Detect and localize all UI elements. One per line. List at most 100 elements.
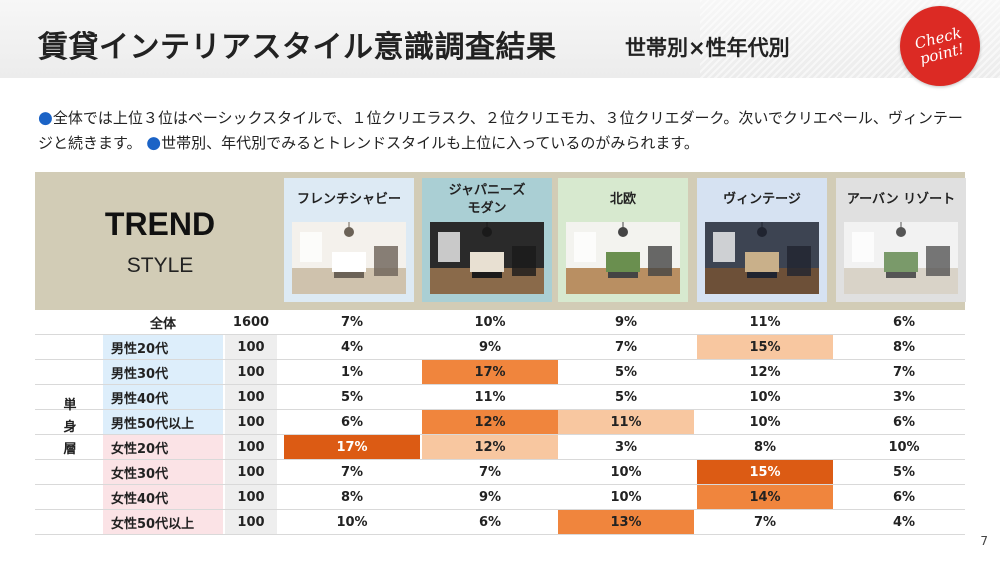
table-row: 男性30代 100 1% 17% 5% 12% 7% bbox=[35, 360, 965, 385]
intro-paragraph: ●全体では上位３位はベーシックスタイルで、１位クリエラスク、２位クリエモカ、３位… bbox=[38, 106, 968, 156]
row-label: 女性30代 bbox=[103, 460, 223, 484]
percent-cell: 12% bbox=[422, 410, 558, 434]
sample-size: 100 bbox=[225, 385, 277, 409]
percent-cell: 4% bbox=[892, 514, 916, 530]
percent-cell: 7% bbox=[340, 314, 364, 330]
percent-cell: 5% bbox=[340, 389, 364, 405]
percent-cell: 6% bbox=[892, 414, 916, 430]
percent-cell: 8% bbox=[892, 339, 916, 355]
table-row: 女性50代以上 100 10% 6% 13% 7% 4% bbox=[35, 510, 965, 535]
table-row: 男性40代 100 5% 11% 5% 10% 3% bbox=[35, 385, 965, 410]
percent-cell: 8% bbox=[753, 439, 777, 455]
check-point-badge: Check point! bbox=[900, 6, 980, 86]
page-subtitle: 世帯別×性年代別 bbox=[625, 36, 790, 60]
percent-cell: 13% bbox=[558, 510, 694, 534]
single-household-label: 単身層 bbox=[63, 398, 77, 457]
percent-cell: 7% bbox=[340, 464, 364, 480]
percent-cell: 5% bbox=[614, 389, 638, 405]
percent-cell: 9% bbox=[478, 339, 502, 355]
percent-cell: 15% bbox=[697, 460, 833, 484]
style-column-header-1: フレンチシャビー bbox=[284, 178, 414, 302]
style-name: アーバン リゾート bbox=[846, 192, 956, 207]
percent-cell: 11% bbox=[558, 410, 694, 434]
sample-size: 1600 bbox=[232, 314, 270, 330]
row-label: 男性40代 bbox=[103, 385, 223, 409]
sample-size: 100 bbox=[225, 485, 277, 509]
percent-cell: 10% bbox=[610, 464, 642, 480]
percent-cell: 17% bbox=[284, 435, 420, 459]
page-title: 賃貸インテリアスタイル意識調査結果 bbox=[38, 30, 557, 65]
percent-cell: 6% bbox=[340, 414, 364, 430]
percent-cell: 4% bbox=[340, 339, 364, 355]
percent-cell: 11% bbox=[749, 314, 781, 330]
room-photo bbox=[844, 222, 958, 294]
intro-text-1: 全体では上位３位はベーシックスタイルで、１位クリエラスク、２位クリエモカ、３位ク… bbox=[38, 109, 963, 152]
style-column-header-3: 北欧 bbox=[558, 178, 688, 302]
percent-cell: 5% bbox=[614, 364, 638, 380]
percent-cell: 7% bbox=[614, 339, 638, 355]
percent-cell: 6% bbox=[892, 314, 916, 330]
percent-cell: 9% bbox=[478, 489, 502, 505]
intro-text-2: 世帯別、年代別でみるとトレンドスタイルも上位に入っているのがみられます。 bbox=[161, 134, 699, 152]
style-name: ヴィンテージ bbox=[723, 192, 801, 207]
percent-cell: 3% bbox=[892, 389, 916, 405]
sample-size: 100 bbox=[225, 335, 277, 359]
style-column-header-4: ヴィンテージ bbox=[697, 178, 827, 302]
row-label: 男性30代 bbox=[103, 360, 223, 384]
percent-cell: 12% bbox=[422, 435, 558, 459]
page-number: 7 bbox=[980, 534, 988, 548]
bullet-dot-icon: ● bbox=[146, 133, 162, 153]
sample-size: 100 bbox=[225, 460, 277, 484]
row-label: 全体 bbox=[149, 316, 176, 332]
row-label: 男性20代 bbox=[103, 335, 223, 359]
style-name: フレンチシャビー bbox=[296, 192, 401, 207]
percent-cell: 8% bbox=[340, 489, 364, 505]
style-label: STYLE bbox=[126, 254, 194, 277]
table-row-total: 全体 1600 7% 10% 9% 11% 6% bbox=[35, 310, 965, 335]
room-photo bbox=[430, 222, 544, 294]
percent-cell: 6% bbox=[892, 489, 916, 505]
percent-cell: 10% bbox=[749, 414, 781, 430]
bullet-dot-icon: ● bbox=[38, 108, 53, 128]
sample-size: 100 bbox=[225, 435, 277, 459]
percent-cell: 10% bbox=[749, 389, 781, 405]
percent-cell: 7% bbox=[478, 464, 502, 480]
percent-cell: 15% bbox=[697, 335, 833, 359]
percent-cell: 12% bbox=[749, 364, 781, 380]
percent-cell: 7% bbox=[753, 514, 777, 530]
percent-cell: 11% bbox=[474, 389, 506, 405]
percent-cell: 5% bbox=[892, 464, 916, 480]
percent-cell: 10% bbox=[336, 514, 368, 530]
style-column-header-5: アーバン リゾート bbox=[836, 178, 966, 302]
percent-cell: 9% bbox=[614, 314, 638, 330]
row-label: 女性50代以上 bbox=[103, 510, 223, 534]
sample-size: 100 bbox=[225, 360, 277, 384]
table-row: 女性20代 100 17% 12% 3% 8% 10% bbox=[35, 435, 965, 460]
percent-cell: 14% bbox=[697, 485, 833, 509]
room-photo bbox=[292, 222, 406, 294]
percent-cell: 7% bbox=[892, 364, 916, 380]
percent-cell: 17% bbox=[422, 360, 558, 384]
style-column-header-2: ジャパニーズ モダン bbox=[422, 178, 552, 302]
sample-size: 100 bbox=[225, 410, 277, 434]
percent-cell: 6% bbox=[478, 514, 502, 530]
percent-cell: 10% bbox=[888, 439, 920, 455]
table-row: 男性50代以上 100 6% 12% 11% 10% 6% bbox=[35, 410, 965, 435]
percent-cell: 1% bbox=[340, 364, 364, 380]
row-label: 女性20代 bbox=[103, 435, 223, 459]
table-row: 女性40代 100 8% 9% 10% 14% 6% bbox=[35, 485, 965, 510]
percent-cell: 10% bbox=[474, 314, 506, 330]
style-name: 北欧 bbox=[609, 192, 636, 207]
table-row: 女性30代 100 7% 7% 10% 15% 5% bbox=[35, 460, 965, 485]
check-point-text: Check point! bbox=[912, 23, 967, 68]
style-name: ジャパニーズ モダン bbox=[448, 183, 526, 216]
sample-size: 100 bbox=[225, 510, 277, 534]
table-row: 男性20代 100 4% 9% 7% 15% 8% bbox=[35, 335, 965, 360]
row-label: 女性40代 bbox=[103, 485, 223, 509]
room-photo bbox=[566, 222, 680, 294]
trend-label: TREND bbox=[104, 206, 216, 242]
percent-cell: 3% bbox=[614, 439, 638, 455]
row-label: 男性50代以上 bbox=[103, 410, 223, 434]
room-photo bbox=[705, 222, 819, 294]
percent-cell: 10% bbox=[610, 489, 642, 505]
